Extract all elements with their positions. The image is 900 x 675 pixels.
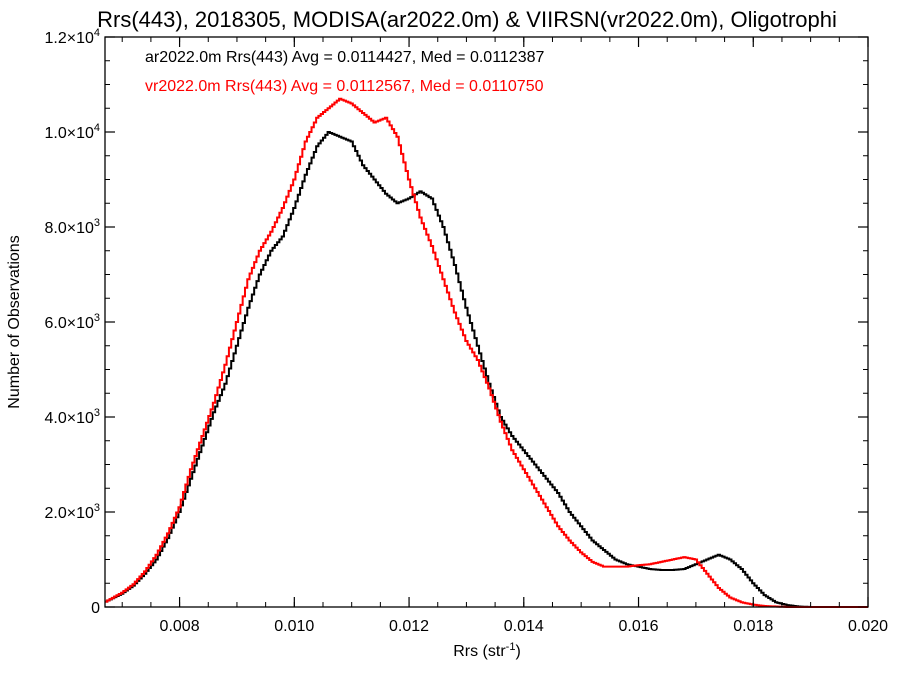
x-tick-label: 0.018 [733, 618, 773, 635]
series-layer [105, 97, 868, 608]
x-axis-label-sup: -1 [506, 641, 516, 653]
y-tick-label: 6.0×103 [44, 312, 100, 332]
y-tick-label: 1.2×104 [44, 27, 100, 47]
legend-entry-modisa: ar2022.0m Rrs(443) Avg = 0.0114427, Med … [145, 49, 544, 66]
x-tick-label: 0.010 [274, 618, 314, 635]
x-tick-label: 0.014 [504, 618, 544, 635]
x-tick-label: 0.016 [619, 618, 659, 635]
y-tick-label: 0 [91, 600, 100, 617]
series-line-1 [105, 97, 868, 608]
x-axis-label-close: ) [515, 643, 520, 660]
y-tick-label: 2.0×103 [44, 502, 100, 522]
x-axis-label: Rrs (str-1) [453, 641, 521, 660]
chart-title: Rrs(443), 2018305, MODISA(ar2022.0m) & V… [97, 7, 837, 32]
plot-frame [104, 36, 869, 608]
series-line-0 [105, 131, 868, 608]
y-tick-label: 4.0×103 [44, 407, 100, 427]
y-axis-ticks: 0 2.0×103 4.0×103 6.0×103 8.0×103 1.0×104 1.2×… [44, 27, 868, 617]
legend-entry-viirsn: vr2022.0m Rrs(443) Avg = 0.0112567, Med … [145, 78, 544, 95]
x-tick-label: 0.020 [848, 618, 888, 635]
y-tick-label: 1.0×104 [44, 122, 100, 142]
x-tick-label: 0.012 [389, 618, 429, 635]
legend: ar2022.0m Rrs(443) Avg = 0.0114427, Med … [145, 49, 544, 95]
x-axis-label-main: Rrs (str [453, 643, 506, 660]
y-tick-label: 8.0×103 [44, 217, 100, 237]
y-axis-label: Number of Observations [6, 235, 23, 408]
x-axis-ticks: 0.008 0.010 0.012 0.014 0.016 0.018 0.020 [121, 37, 888, 635]
x-tick-label: 0.008 [160, 618, 200, 635]
